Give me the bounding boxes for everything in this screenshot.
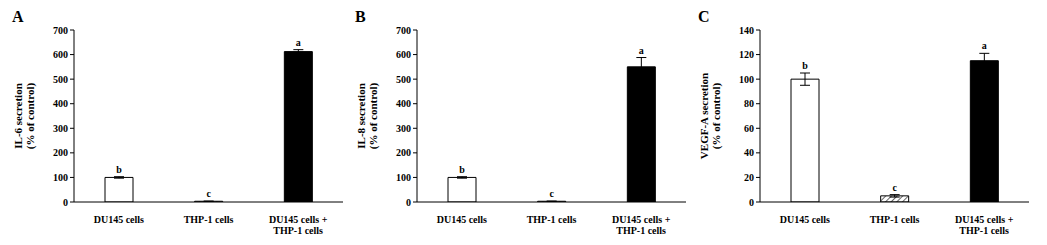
svg-text:DU145 cells +THP-1 cells: DU145 cells +THP-1 cells xyxy=(612,214,671,236)
svg-text:b: b xyxy=(802,60,808,71)
html-text:C: C xyxy=(698,8,710,25)
svg-text:0: 0 xyxy=(406,197,411,208)
svg-text:100: 100 xyxy=(396,172,411,183)
svg-text:a: a xyxy=(639,45,644,56)
svg-text:DU145 cells +THP-1 cells: DU145 cells +THP-1 cells xyxy=(269,214,328,236)
svg-text:80: 80 xyxy=(744,98,754,109)
svg-text:60: 60 xyxy=(744,123,754,134)
svg-text:THP-1 cells: THP-1 cells xyxy=(184,214,234,225)
svg-text:DU145 cells: DU145 cells xyxy=(94,214,144,225)
svg-text:0: 0 xyxy=(63,197,68,208)
svg-text:c: c xyxy=(549,188,554,199)
html-text:B: B xyxy=(355,8,366,25)
svg-text:600: 600 xyxy=(396,49,411,60)
svg-text:200: 200 xyxy=(396,147,411,158)
svg-text:200: 200 xyxy=(53,147,68,158)
svg-text:c: c xyxy=(892,182,897,193)
svg-text:400: 400 xyxy=(53,98,68,109)
svg-text:300: 300 xyxy=(53,123,68,134)
svg-text:DU145 cells: DU145 cells xyxy=(437,214,487,225)
svg-text:b: b xyxy=(116,164,122,175)
html-text:A: A xyxy=(12,8,24,25)
svg-text:600: 600 xyxy=(53,49,68,60)
svg-text:DU145 cells: DU145 cells xyxy=(780,214,830,225)
svg-text:100: 100 xyxy=(739,74,754,85)
svg-text:0: 0 xyxy=(749,197,754,208)
svg-text:500: 500 xyxy=(396,74,411,85)
svg-text:THP-1 cells: THP-1 cells xyxy=(870,214,920,225)
svg-text:100: 100 xyxy=(53,172,68,183)
svg-text:DU145 cells +THP-1 cells: DU145 cells +THP-1 cells xyxy=(955,214,1014,236)
svg-text:IL-8 secretion(% of control): IL-8 secretion(% of control) xyxy=(355,82,380,149)
svg-text:700: 700 xyxy=(396,25,411,36)
svg-text:IL-6 secretion(% of control): IL-6 secretion(% of control) xyxy=(12,82,37,149)
svg-text:120: 120 xyxy=(739,49,754,60)
svg-text:20: 20 xyxy=(744,172,754,183)
svg-text:500: 500 xyxy=(53,74,68,85)
svg-text:VEGF-A secretion(% of control): VEGF-A secretion(% of control) xyxy=(698,73,723,159)
svg-text:400: 400 xyxy=(396,98,411,109)
svg-text:b: b xyxy=(459,164,465,175)
svg-text:c: c xyxy=(206,188,211,199)
svg-text:a: a xyxy=(982,40,987,51)
svg-text:40: 40 xyxy=(744,147,754,158)
svg-text:a: a xyxy=(296,37,301,48)
svg-text:THP-1 cells: THP-1 cells xyxy=(527,214,577,225)
svg-text:140: 140 xyxy=(739,25,754,36)
svg-text:300: 300 xyxy=(396,123,411,134)
svg-text:700: 700 xyxy=(53,25,68,36)
